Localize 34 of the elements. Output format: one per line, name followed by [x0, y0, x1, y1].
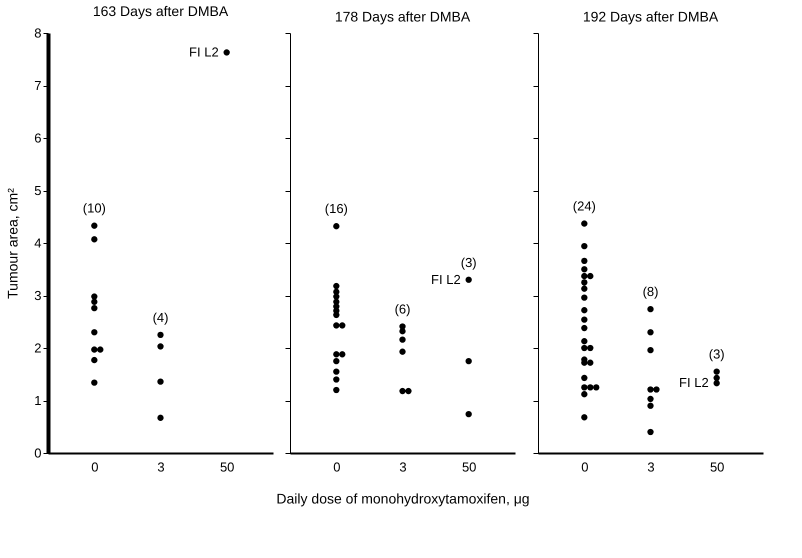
annotation: (10) — [82, 200, 106, 216]
x-tick-label: 0 — [333, 460, 340, 474]
y-tick-label: 3 — [34, 288, 42, 303]
y-tick-label: 7 — [34, 78, 42, 93]
annotation: (24) — [572, 198, 596, 214]
chart-title: 178 Days after DMBA — [334, 8, 471, 24]
annotation: (3) — [460, 254, 477, 270]
x-axis-title: Daily dose of monohydroxytamoxifen, μg — [276, 490, 530, 506]
chart-title: 192 Days after DMBA — [582, 8, 719, 24]
y-axis-title: Tumour area, cm² — [4, 188, 20, 299]
annotation: (16) — [324, 201, 348, 216]
x-tick-label: 50 — [710, 460, 724, 474]
annotation: FI L2 — [431, 272, 461, 287]
y-tick-label: 2 — [34, 340, 42, 356]
annotation: FI L2 — [189, 44, 219, 60]
x-tick-label: 0 — [581, 460, 588, 474]
y-tick-label: 0 — [34, 446, 42, 460]
y-tick-label: 8 — [34, 26, 42, 40]
y-tick-label: 4 — [34, 236, 42, 250]
y-tick-label: 5 — [34, 183, 42, 198]
x-tick-label: 3 — [399, 460, 407, 474]
x-tick-label: 0 — [91, 460, 98, 474]
annotation: FI L2 — [679, 375, 709, 390]
y-tick-label: 6 — [34, 130, 42, 146]
annotation: (4) — [152, 310, 168, 325]
x-tick-label: 50 — [462, 460, 476, 474]
x-tick-label: 3 — [157, 460, 165, 474]
x-tick-label: 3 — [647, 460, 655, 474]
annotation: (6) — [394, 301, 410, 316]
annotation: (8) — [642, 284, 658, 300]
chart-title: 163 Days after DMBA — [92, 3, 229, 19]
x-tick-label: 50 — [220, 460, 234, 474]
y-tick-label: 1 — [34, 393, 42, 408]
annotation: (3) — [708, 346, 725, 362]
